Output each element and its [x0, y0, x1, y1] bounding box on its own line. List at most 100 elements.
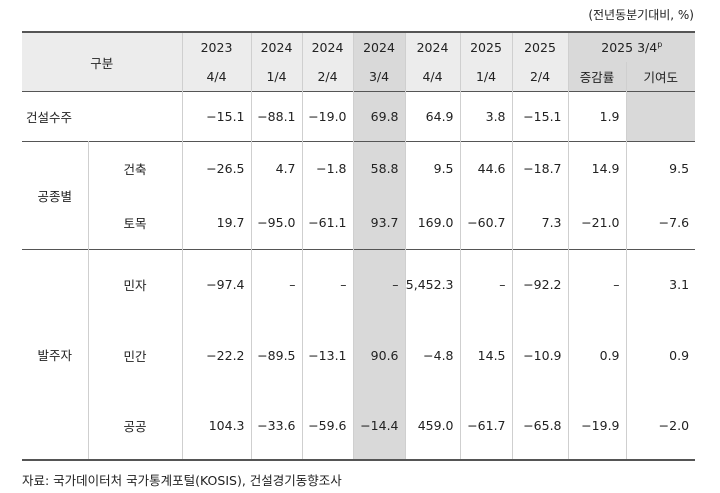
group-label: 발주자: [22, 249, 89, 461]
period-year: 2024: [416, 40, 449, 55]
value-cell: −1.8: [301, 141, 354, 196]
value-cell: −61.1: [301, 195, 354, 250]
value-cell: –: [459, 249, 513, 320]
value-cell: 7.3: [511, 195, 569, 250]
value-cell: 3.1: [625, 249, 696, 320]
header-cell: 2023 4/4: [181, 31, 252, 92]
row-label: 공공: [87, 391, 183, 461]
period-quarter: 1/4: [475, 69, 497, 84]
value-cell: 9.5: [404, 141, 461, 196]
value-cell: 169.0: [404, 195, 461, 250]
value-cell: 104.3: [181, 391, 252, 461]
value-cell: −2.0: [625, 391, 696, 461]
value-cell: –: [250, 249, 303, 320]
table-row: 공공 104.3 −33.6 −59.6 −14.4 459.0 −61.7 −65.8 −19…: [22, 391, 696, 461]
value-cell: –: [567, 249, 627, 320]
period-quarter: 1/4: [266, 69, 287, 84]
period-year: 2024: [311, 40, 344, 55]
value-cell: −4.8: [404, 319, 461, 392]
header-cell: 2025 2/4: [511, 31, 569, 92]
header-cell: 2024 3/4: [352, 31, 406, 92]
value-cell: −13.1: [301, 319, 354, 392]
value-cell: −7.6: [625, 195, 696, 250]
period-quarter: 4/4: [422, 69, 443, 84]
value-cell: 64.9: [404, 91, 461, 142]
latest-superscript: p: [657, 39, 663, 49]
value-cell: −88.1: [250, 91, 303, 142]
header-row: 증감률 기여도: [22, 61, 696, 92]
header-cell: 2024 2/4: [301, 31, 354, 92]
row-label: 건축: [87, 141, 183, 196]
value-cell: 19.7: [181, 195, 252, 250]
value-cell: −15.1: [181, 91, 252, 142]
value-cell: −89.5: [250, 319, 303, 392]
value-cell: −18.7: [511, 141, 569, 196]
row-label: 토목: [87, 195, 183, 250]
source-note: 자료: 국가데이터처 국가통계포털(KOSIS), 건설경기동향조사: [22, 473, 342, 488]
latest-label: 2025 3/4: [601, 39, 658, 55]
value-cell: −59.6: [301, 391, 354, 461]
period-year: 2024: [363, 40, 395, 55]
value-cell: −10.9: [511, 319, 569, 392]
value-cell: −97.4: [181, 249, 252, 320]
row-label: 민간: [87, 319, 183, 392]
value-cell: −19.9: [567, 391, 627, 461]
value-cell: −92.2: [511, 249, 569, 320]
value-cell: 69.8: [352, 91, 406, 142]
value-cell: −15.1: [511, 91, 569, 142]
value-cell: −26.5: [181, 141, 252, 196]
period-year: 2025: [524, 40, 556, 55]
value-cell: –: [352, 249, 406, 320]
value-cell: −61.7: [459, 391, 513, 461]
header-cell: 2025 3/4p: [567, 31, 696, 62]
value-cell: 14.9: [567, 141, 627, 196]
value-cell: 0.9: [625, 319, 696, 392]
value-cell: 1.9: [567, 91, 627, 142]
table-row: 토목 19.7 −95.0 −61.1 93.7 169.0 −60.7 7.3 −21.0 −7…: [22, 195, 696, 250]
group-label: 공종별: [22, 141, 89, 250]
value-cell: –: [301, 249, 354, 320]
period-year: 2023: [200, 40, 233, 55]
value-cell: 5,452.3: [404, 249, 461, 320]
table-row: 건설수주 −15.1 −88.1 −19.0 69.8 64.9 3.8 −15.1 1.9: [22, 91, 696, 142]
value-cell: 4.7: [250, 141, 303, 196]
period-year: 2025: [470, 40, 502, 55]
value-cell: 3.8: [459, 91, 513, 142]
row-label: 민자: [87, 249, 183, 320]
value-cell: −65.8: [511, 391, 569, 461]
value-cell: 0.9: [567, 319, 627, 392]
value-cell: −22.2: [181, 319, 252, 392]
value-cell: 44.6: [459, 141, 513, 196]
data-table: 구분 2023 4/4 2024 1/4 2024 2/4 2024 3/4 2024 4/4 202…: [22, 31, 696, 461]
header-row: 구분 2023 4/4 2024 1/4 2024 2/4 2024 3/4 2024 4/4 202…: [22, 31, 696, 92]
value-cell: −60.7: [459, 195, 513, 250]
period-quarter: 4/4: [206, 69, 227, 84]
period-quarter: 3/4: [368, 69, 390, 84]
value-cell: 93.7: [352, 195, 406, 250]
table-row: 공종별 건축 −26.5 4.7 −1.8 58.8 9.5 44.6 −18.7 14.9 9.5: [22, 141, 696, 250]
value-cell: 90.6: [352, 319, 406, 392]
table-row: 발주자 민자 −97.4– – –5,452.3– −92.2–3.1: [22, 249, 696, 461]
header-cell: 2024 1/4: [250, 31, 303, 92]
value-cell: 9.5: [625, 141, 696, 196]
unit-note: (전년동분기대비, %): [588, 8, 694, 22]
value-cell: 459.0: [404, 391, 461, 461]
header-cell: 구분: [22, 31, 183, 92]
header-cell: 2025 1/4: [459, 31, 513, 92]
value-cell: 58.8: [352, 141, 406, 196]
value-cell: 14.5: [459, 319, 513, 392]
period-quarter: 2/4: [529, 69, 551, 84]
header-cell: 기여도: [625, 61, 696, 92]
value-cell: −33.6: [250, 391, 303, 461]
empty-cell: [625, 91, 696, 142]
header-cell: 2024 4/4: [404, 31, 461, 92]
period-quarter: 2/4: [317, 69, 338, 84]
value-cell: −21.0: [567, 195, 627, 250]
value-cell: −95.0: [250, 195, 303, 250]
period-year: 2024: [260, 40, 293, 55]
value-cell: −19.0: [301, 91, 354, 142]
header-cell: 증감률: [567, 61, 627, 92]
value-cell: −14.4: [352, 391, 406, 461]
row-label: 건설수주: [22, 91, 183, 142]
